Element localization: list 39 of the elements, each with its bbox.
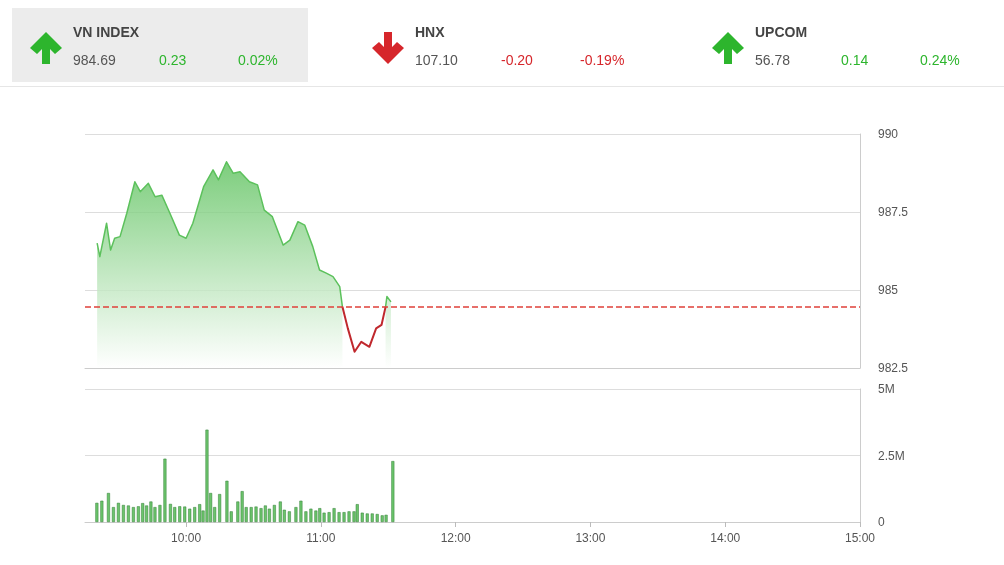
line-series [341, 305, 387, 353]
bar [205, 429, 209, 522]
bar [145, 505, 149, 522]
bar [278, 501, 282, 522]
x-tick-label: 10:00 [171, 531, 202, 545]
category-label: UPCOM [755, 24, 808, 40]
x-tick-label: 13:00 [575, 531, 606, 545]
data-label: -0.20 [501, 52, 533, 68]
data-label: 0.24% [920, 52, 960, 68]
bar [225, 480, 229, 522]
y-tick-label: 982.5 [878, 361, 909, 375]
bar [263, 505, 267, 522]
data-label: -0.19% [580, 52, 625, 68]
y-tick-label: 987.5 [878, 205, 909, 219]
y-tick-label: 5M [878, 382, 895, 396]
bar [111, 507, 115, 522]
y-tick-label: 985 [878, 283, 899, 297]
bar [106, 493, 110, 522]
y-tick-label: 0 [878, 515, 885, 529]
y-tick-label: 990 [878, 127, 899, 141]
x-tick-label: 15:00 [844, 531, 876, 545]
bar [318, 508, 322, 522]
x-tick-label: 11:00 [306, 531, 336, 545]
bar [391, 461, 395, 522]
data-label: 0.02% [238, 52, 278, 68]
data-label: 56.78 [755, 52, 791, 68]
data-label: 0.14 [841, 52, 869, 68]
x-tick-label: 14:00 [710, 531, 741, 545]
bar [240, 491, 244, 522]
bar [384, 514, 388, 522]
category-label: VN INDEX [73, 24, 140, 40]
category-label: HNX [415, 24, 445, 40]
data-label: 107.10 [415, 52, 458, 68]
data-label: 0.23 [159, 52, 187, 68]
data-label: 984.69 [73, 52, 116, 68]
y-tick-label: 2.5M [878, 448, 905, 463]
bar [149, 501, 153, 522]
x-tick-label: 12:00 [440, 531, 471, 545]
bar [116, 502, 120, 522]
